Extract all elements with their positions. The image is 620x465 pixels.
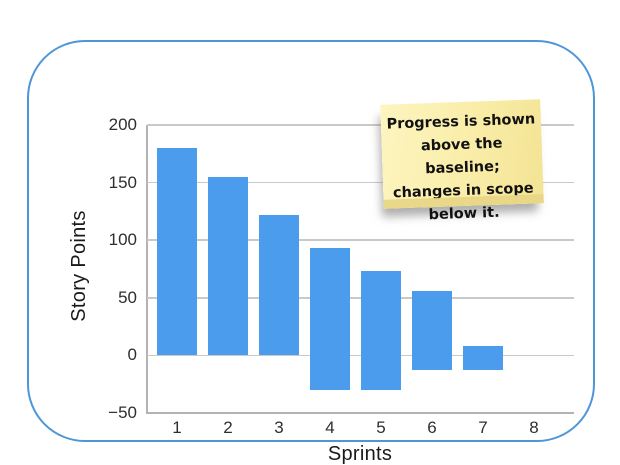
x-tick-label-4: 4 (325, 418, 335, 437)
x-tick-label-1: 1 (172, 418, 182, 437)
bar-sprint-6 (412, 290, 452, 371)
gridline-y-50 (147, 297, 574, 299)
sticky-note-text: Progress is shown above the baseline; ch… (381, 108, 545, 229)
chart-card: Story Points 200 150 100 50 0 −50 1 2 3 4 5 6 7 8 Sp… (27, 40, 595, 465)
y-tick-label-150: 150 (108, 172, 137, 192)
bar-sprint-2 (208, 176, 248, 356)
y-tick-label-50: 50 (118, 287, 137, 307)
x-axis-label: Sprints (327, 443, 393, 465)
sticky-note-line: above the baseline; (420, 135, 503, 178)
gridline-y--50 (147, 412, 574, 415)
gridline-y-100 (147, 239, 574, 241)
x-tick-label-8: 8 (529, 418, 539, 437)
bar-sprint-1 (157, 148, 197, 356)
bar-sprint-4 (310, 248, 350, 390)
gridline-y-200 (147, 124, 574, 126)
x-tick-label-3: 3 (274, 418, 284, 437)
x-tick-label-5: 5 (376, 418, 386, 437)
x-tick-label-2: 2 (223, 418, 233, 437)
bar-sprint-3 (259, 214, 299, 356)
gridline-y-0 (147, 354, 574, 357)
y-tick-label-100: 100 (108, 230, 137, 250)
plot-area (147, 124, 574, 415)
bar-sprint-7 (463, 346, 503, 371)
bar-sprint-5 (361, 271, 401, 390)
x-tick-label-6: 6 (427, 418, 437, 437)
sticky-note-line: changes in scope (392, 180, 534, 202)
y-axis-label: Story Points (68, 210, 90, 322)
y-tick-label-200: 200 (108, 115, 137, 134)
gridline-y-150 (147, 181, 574, 184)
y-axis-spine (146, 125, 148, 414)
y-tick-label-0: 0 (127, 345, 137, 365)
x-tick-label-7: 7 (478, 418, 488, 437)
y-tick-label--50: −50 (108, 403, 137, 422)
sticky-note: Progress is shown above the baseline; ch… (380, 99, 544, 223)
